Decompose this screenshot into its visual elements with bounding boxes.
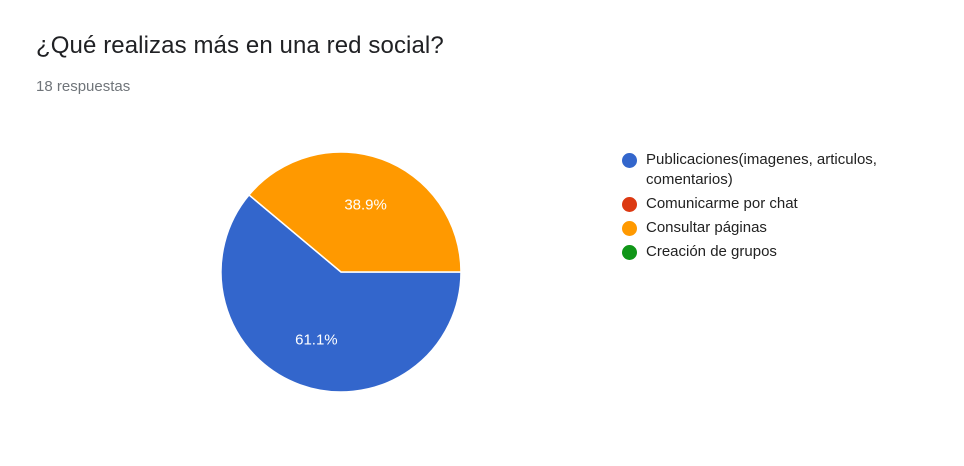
legend-swatch-icon [622,153,637,168]
legend-label: Publicaciones(imagenes, articulos, comen… [646,151,877,188]
legend-item[interactable]: Publicaciones(imagenes, articulos, comen… [622,150,942,190]
legend-swatch-icon [622,221,637,236]
chart-title: ¿Qué realizas más en una red social? [36,32,444,59]
legend-swatch-icon [622,245,637,260]
slice-percent-label: 61.1% [295,332,338,349]
chart-legend: Publicaciones(imagenes, articulos, comen… [622,150,942,266]
pie-slice-0[interactable] [220,193,462,393]
pie-slice-2[interactable] [247,151,462,273]
legend-item[interactable]: Consultar páginas [622,218,942,238]
legend-swatch-icon [622,197,637,212]
legend-label: Comunicarme por chat [646,195,798,212]
legend-item[interactable]: Creación de grupos [622,242,942,262]
legend-label: Creación de grupos [646,243,777,260]
response-count: 18 respuestas [36,78,131,95]
legend-label: Consultar páginas [646,219,767,236]
slice-percent-label: 38.9% [344,196,387,213]
legend-item[interactable]: Comunicarme por chat [622,194,942,214]
